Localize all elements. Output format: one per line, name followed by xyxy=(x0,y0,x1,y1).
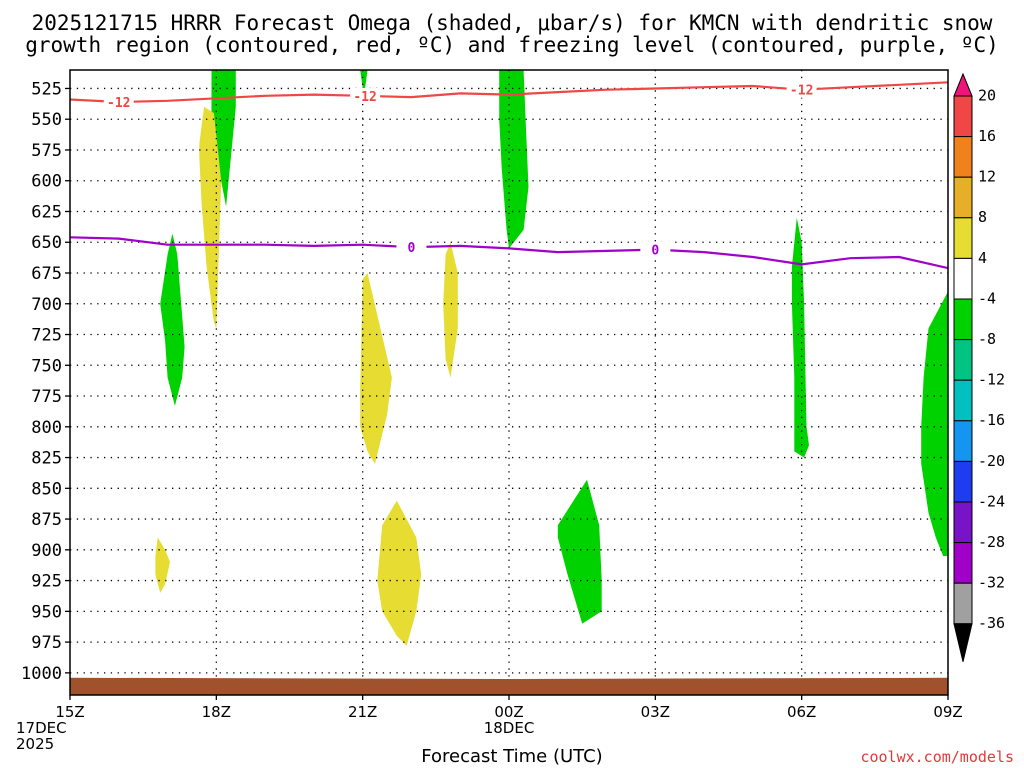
colorbar-bottom-arrow xyxy=(953,623,973,662)
y-tick-label-900: 900 xyxy=(31,541,62,561)
x-tick-label-4-0: 03Z xyxy=(641,703,670,721)
colorbar-label-0: 20 xyxy=(978,86,996,104)
colorbar-label-13: -36 xyxy=(978,614,1005,632)
x-tick-label-0-2: 2025 xyxy=(16,735,54,753)
y-tick-label-750: 750 xyxy=(31,356,62,376)
y-tick-label-700: 700 xyxy=(31,295,62,315)
colorbar-segment-4 xyxy=(953,217,973,259)
y-tick-label-825: 825 xyxy=(31,449,62,469)
y-tick-label-925: 925 xyxy=(31,572,62,592)
colorbar-label-11: -28 xyxy=(978,533,1005,551)
x-tick-label-5-0: 06Z xyxy=(787,703,816,721)
plot-area: -12 -12 -12 0 0 xyxy=(70,70,948,695)
dgz-minus12-contour-label-2: -12 xyxy=(790,84,813,99)
omega-region-3 xyxy=(160,233,185,406)
omega-region-8 xyxy=(360,273,392,464)
dgz-minus12-contour-label-0: -12 xyxy=(107,96,130,111)
freezing-level-contour-label-bg-0 xyxy=(396,239,427,256)
colorbar-segment-2 xyxy=(953,136,973,178)
chart-title-line-2: growth region (contoured, red, ºC) and f… xyxy=(25,33,999,57)
x-tick-label-0-0: 15Z xyxy=(55,703,84,721)
colorbar-segment-3 xyxy=(953,176,973,219)
colorbar-label-5: -4 xyxy=(978,289,996,307)
omega-region-7 xyxy=(199,106,222,329)
colorbar-segment-6 xyxy=(953,298,973,341)
colorbar-label-6: -8 xyxy=(978,330,996,348)
colorbar-label-2: 12 xyxy=(978,168,996,186)
x-axis-label: Forecast Time (UTC) xyxy=(421,746,603,767)
y-tick-label-550: 550 xyxy=(31,110,62,130)
colorbar-segment-8 xyxy=(953,379,973,422)
freezing-level-contour-label-0: 0 xyxy=(408,241,416,256)
y-tick-label-800: 800 xyxy=(31,418,62,438)
omega-region-9 xyxy=(443,242,458,378)
dgz-minus12-contour-label-bg-2 xyxy=(786,81,817,98)
x-tick-label-1-0: 18Z xyxy=(202,703,231,721)
credit-link[interactable]: coolwx.com/models xyxy=(860,748,1014,766)
y-tick-label-725: 725 xyxy=(31,326,62,346)
colorbar-segment-1 xyxy=(953,95,973,138)
y-tick-label-975: 975 xyxy=(31,633,62,653)
y-tick-label-675: 675 xyxy=(31,264,62,284)
omega-region-11 xyxy=(155,537,170,593)
x-tick-label-3-1: 18DEC xyxy=(484,719,535,737)
y-tick-label-775: 775 xyxy=(31,387,62,407)
x-tick-label-6-0: 09Z xyxy=(933,703,962,721)
colorbar-label-8: -16 xyxy=(978,411,1005,429)
y-tick-label-950: 950 xyxy=(31,602,62,622)
x-tick-label-2-0: 21Z xyxy=(348,703,377,721)
y-tick-label-1000: 1000 xyxy=(21,664,62,684)
colorbar-label-10: -24 xyxy=(978,492,1005,510)
omega-region-10 xyxy=(377,500,422,646)
colorbar-segment-11 xyxy=(953,501,973,544)
omega-region-5 xyxy=(557,479,602,624)
colorbar-label-4: 4 xyxy=(978,249,987,267)
colorbar-segment-12 xyxy=(953,542,973,584)
freezing-level-contour xyxy=(70,236,948,270)
y-tick-label-575: 575 xyxy=(31,141,62,161)
omega-region-4 xyxy=(791,217,809,458)
colorbar-segment-10 xyxy=(953,460,973,503)
freezing-level-contour-label-bg-1 xyxy=(640,241,671,258)
chart-title-line-1: 2025121715 HRRR Forecast Omega (shaded, … xyxy=(31,11,993,35)
x-tick-label-3-0: 00Z xyxy=(494,703,523,721)
colorbar-label-3: 8 xyxy=(978,208,987,226)
y-tick-label-625: 625 xyxy=(31,202,62,222)
omega-region-1 xyxy=(360,70,368,89)
dgz-minus12-contour-label-1: -12 xyxy=(353,90,376,105)
freezing-level-contour-label-1: 0 xyxy=(651,244,659,259)
omega-region-0 xyxy=(211,70,236,207)
colorbar-label-12: -32 xyxy=(978,574,1005,592)
y-tick-label-650: 650 xyxy=(31,233,62,253)
dgz-minus12-contour-label-bg-1 xyxy=(350,87,381,104)
colorbar-label-9: -20 xyxy=(978,452,1005,470)
omega-region-6 xyxy=(921,291,948,556)
colorbar-top-arrow xyxy=(953,72,973,97)
terrain xyxy=(70,677,948,695)
y-tick-label-525: 525 xyxy=(31,79,62,99)
colorbar-segment-13 xyxy=(953,582,973,625)
colorbar-label-7: -12 xyxy=(978,371,1005,389)
x-tick-label-0-1: 17DEC xyxy=(16,719,67,737)
dgz-minus12-contour-label-bg-0 xyxy=(103,93,134,110)
y-tick-label-600: 600 xyxy=(31,172,62,192)
y-tick-label-850: 850 xyxy=(31,479,62,499)
colorbar-segment-7 xyxy=(953,339,973,381)
omega-region-2 xyxy=(499,70,529,249)
colorbar-label-1: 16 xyxy=(978,127,996,145)
colorbar-segment-5 xyxy=(953,257,973,300)
y-tick-label-875: 875 xyxy=(31,510,62,530)
colorbar-segment-9 xyxy=(953,420,973,462)
